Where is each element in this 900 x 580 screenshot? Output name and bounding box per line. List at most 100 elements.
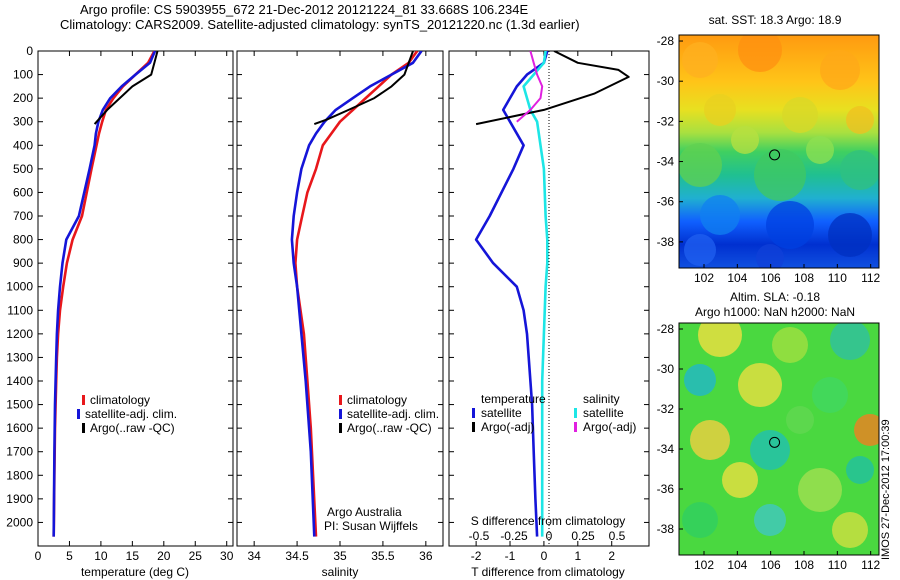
sla-texture <box>854 414 879 446</box>
map-x-tick-label: 112 <box>861 271 880 285</box>
sst-map-frame <box>678 34 880 269</box>
s-tick-label: 0.5 <box>609 529 626 543</box>
sla-texture <box>750 430 790 470</box>
x-tick-label: 5 <box>66 549 73 563</box>
legend-swatch-argo <box>339 423 342 433</box>
map-x-tick-label: 104 <box>727 558 747 572</box>
sla-texture <box>684 364 716 396</box>
temperature-panel-frame <box>37 50 234 547</box>
depth-tick-label: 0 <box>26 44 33 58</box>
sst-texture <box>846 106 874 134</box>
map-y-tick-label: -28 <box>657 34 675 48</box>
sla-heatmap <box>679 323 879 555</box>
x-tick-label: 35.5 <box>371 549 395 563</box>
series-line-t-satellite <box>474 51 549 537</box>
legend-swatch-s-argo <box>574 422 577 432</box>
series-line-climatology <box>52 51 156 537</box>
map-x-tick-label: 112 <box>861 558 880 572</box>
sla-texture <box>798 468 842 512</box>
map-y-tick-label: -38 <box>657 235 675 249</box>
map-y-tick-label: -36 <box>657 482 675 496</box>
sla-texture <box>832 512 868 548</box>
map-y-tick-label: -32 <box>657 114 675 128</box>
series-line-argo-raw-qc- <box>93 51 159 125</box>
sst-texture <box>731 126 759 154</box>
x-tick-label: 34.5 <box>285 549 309 563</box>
x-tick-label: 25 <box>189 549 203 563</box>
map-y-tick-label: -34 <box>657 442 675 456</box>
legend-swatch-climatology <box>339 395 342 405</box>
argo-location-marker <box>769 436 781 448</box>
map-y-tick-label: -32 <box>657 402 675 416</box>
legend-swatch-s-satellite <box>574 408 577 418</box>
map-y-tick-label: -34 <box>657 155 675 169</box>
x-tick-label: 36 <box>419 549 433 563</box>
sla-map-frame <box>678 322 880 556</box>
series-line-t-argo-adj- <box>475 51 630 126</box>
legend-label: Argo(..raw -QC) <box>90 421 175 435</box>
plot-title-line1: Argo profile: CS 5903955_672 21-Dec-2012… <box>80 2 529 17</box>
map-x-tick-label: 110 <box>828 558 847 572</box>
sst-texture <box>679 143 722 187</box>
x-tick-label: 15 <box>126 549 140 563</box>
legend-label: satellite <box>481 406 522 420</box>
sst-texture <box>806 136 834 164</box>
timestamp-label: IMOS 27-Dec-2012 17:00:39 <box>880 419 892 560</box>
x-tick-label: 35 <box>333 549 347 563</box>
legend-swatch-satellite <box>77 409 80 419</box>
depth-tick-label: 1500 <box>6 398 33 412</box>
series-line-satellite-adj-clim- <box>52 51 157 537</box>
legend-heading-salinity: salinity <box>583 392 620 406</box>
salinity-annotation-line1: Argo Australia <box>327 505 402 519</box>
depth-tick-label: 600 <box>13 185 33 199</box>
depth-tick-label: 300 <box>13 115 33 129</box>
argo-location-marker <box>769 149 781 161</box>
depth-tick-label: 2000 <box>6 515 33 529</box>
depth-tick-label: 800 <box>13 233 33 247</box>
sla-map-title-line2: Argo h1000: NaN h2000: NaN <box>695 305 855 319</box>
series-line-climatology <box>294 51 419 537</box>
sla-texture <box>738 363 782 407</box>
depth-tick-label: 1700 <box>6 445 33 459</box>
legend-swatch-t-satellite <box>472 408 475 418</box>
sst-map-title: sat. SST: 18.3 Argo: 18.9 <box>709 13 842 27</box>
map-x-tick-label: 102 <box>694 271 714 285</box>
temperature-xlabel: temperature (deg C) <box>81 565 189 579</box>
salinity-legend: climatology satellite-adj. clim. Argo(..… <box>339 393 439 435</box>
x-tick-label: 34 <box>247 549 261 563</box>
salinity-panel-frame <box>236 50 444 547</box>
series-line-satellite-adj-clim- <box>290 51 423 537</box>
legend-label: climatology <box>347 393 407 407</box>
temperature-legend: climatology satellite-adj. clim. Argo(..… <box>77 393 177 435</box>
sst-texture <box>782 97 818 133</box>
depth-tick-label: 400 <box>13 138 33 152</box>
depth-tick-label: 1200 <box>6 327 33 341</box>
sst-texture <box>704 94 736 126</box>
depth-tick-label: 200 <box>13 91 33 105</box>
depth-tick-label: 1400 <box>6 374 33 388</box>
sst-texture <box>682 42 718 78</box>
series-line-argo-raw-qc- <box>313 51 414 126</box>
x-tick-label: 20 <box>157 549 171 563</box>
map-x-tick-label: 108 <box>794 271 814 285</box>
sst-texture <box>738 35 782 72</box>
depth-tick-label: 1900 <box>6 492 33 506</box>
depth-tick-label: 700 <box>13 209 33 223</box>
sla-texture <box>754 504 786 536</box>
legend-swatch-t-argo <box>472 422 475 432</box>
x-tick-label: 0 <box>541 549 548 563</box>
legend-label: satellite-adj. clim. <box>85 407 177 421</box>
x-tick-label: 2 <box>608 549 615 563</box>
legend-swatch-satellite <box>339 409 342 419</box>
sst-texture <box>820 50 860 90</box>
legend-swatch-climatology <box>82 395 85 405</box>
s-tick-label: -0.5 <box>469 529 490 543</box>
sla-texture <box>786 406 814 434</box>
sla-texture <box>830 323 870 360</box>
x-tick-label: 1 <box>574 549 581 563</box>
sla-map-title-line1: Altim. SLA: -0.18 <box>730 290 820 304</box>
depth-tick-label: 500 <box>13 162 33 176</box>
sst-texture <box>754 149 806 201</box>
difference-xlabel: T difference from climatology <box>471 565 625 579</box>
